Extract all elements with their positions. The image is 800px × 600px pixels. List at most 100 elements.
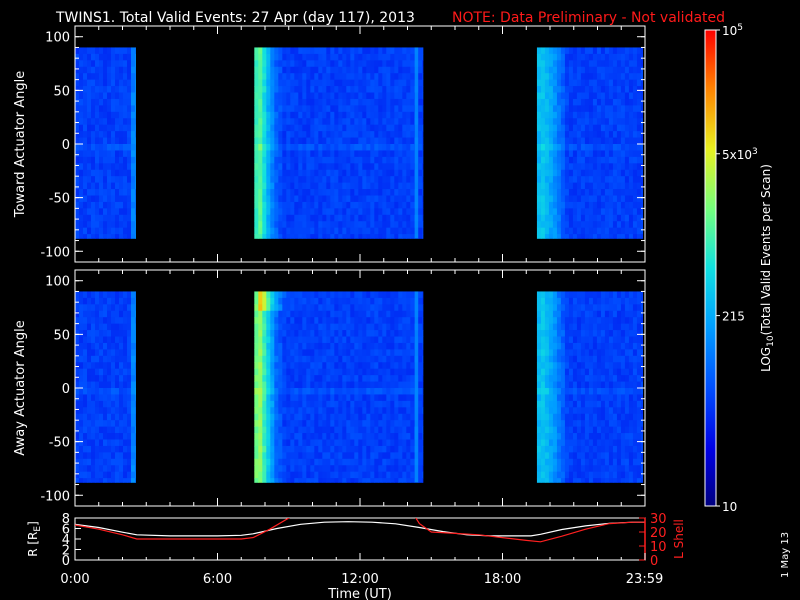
- heatmap-cell: [548, 304, 554, 312]
- heatmap-cell: [111, 400, 116, 408]
- heatmap-cell: [418, 420, 423, 428]
- heatmap-cell: [386, 98, 391, 106]
- heatmap-cell: [536, 336, 542, 344]
- heatmap-cell: [135, 388, 136, 395]
- heatmap-cell: [350, 137, 355, 145]
- heatmap-cell: [382, 86, 387, 93]
- heatmap-cell: [568, 176, 574, 184]
- heatmap-cell: [390, 291, 395, 299]
- heatmap-cell: [600, 118, 606, 126]
- heatmap-cell: [131, 201, 136, 209]
- heatmap-cell: [370, 53, 375, 61]
- heatmap-cell: [322, 349, 327, 357]
- heatmap-cell: [398, 291, 403, 299]
- heatmap-cell: [588, 400, 594, 408]
- heatmap-cell: [390, 221, 395, 229]
- heatmap-cell: [99, 79, 104, 87]
- heatmap-cell: [79, 201, 84, 209]
- heatmap-cell: [580, 420, 586, 428]
- heatmap-cell: [418, 426, 423, 434]
- heatmap-cell: [135, 195, 136, 203]
- heatmap-cell: [298, 53, 303, 61]
- heatmap-cell: [616, 214, 622, 222]
- heatmap-cell: [294, 291, 299, 299]
- heatmap-cell: [290, 234, 295, 239]
- heatmap-cell: [390, 111, 395, 119]
- heatmap-cell: [544, 195, 550, 203]
- heatmap-cell: [103, 169, 108, 177]
- heatmap-cell: [131, 124, 136, 132]
- heatmap-cell: [402, 439, 407, 447]
- heatmap-cell: [322, 163, 327, 171]
- heatmap-cell: [306, 214, 311, 222]
- heatmap-cell: [584, 60, 590, 68]
- heatmap-cell: [548, 388, 554, 395]
- heatmap-cell: [366, 478, 371, 483]
- heatmap-cell: [568, 413, 574, 421]
- heatmap-cell: [302, 388, 307, 395]
- heatmap-cell: [576, 310, 582, 318]
- heatmap-cell: [398, 227, 403, 235]
- heatmap-cell: [322, 439, 327, 447]
- heatmap-cell: [91, 201, 96, 209]
- heatmap-cell: [306, 323, 311, 331]
- heatmap-cell: [294, 452, 299, 460]
- heatmap-cell: [354, 144, 359, 151]
- heatmap-cell: [338, 400, 343, 408]
- heatmap-cell: [628, 73, 634, 81]
- heatmap-cell: [588, 388, 594, 395]
- heatmap-cell: [302, 86, 307, 93]
- heatmap-cell: [406, 362, 411, 370]
- heatmap-cell: [628, 234, 634, 239]
- heatmap-cell: [362, 79, 367, 87]
- heatmap-cell: [556, 362, 562, 370]
- heatmap-cell: [548, 452, 554, 460]
- heatmap-cell: [75, 118, 80, 126]
- heatmap-cell: [322, 144, 327, 151]
- heatmap-cell: [616, 156, 622, 164]
- heatmap-cell: [119, 150, 124, 158]
- heatmap-cell: [568, 407, 574, 415]
- heatmap-cell: [632, 169, 638, 177]
- heatmap-cell: [103, 73, 108, 81]
- heatmap-cell: [278, 234, 283, 239]
- heatmap-cell: [346, 195, 351, 203]
- heatmap-cell: [410, 156, 415, 164]
- heatmap-cell: [83, 323, 88, 331]
- heatmap-cell: [548, 176, 554, 184]
- heatmap-cell: [262, 131, 267, 138]
- heatmap-cell: [632, 47, 638, 55]
- heatmap-cell: [103, 105, 108, 113]
- heatmap-cell: [91, 420, 96, 428]
- heatmap-cell: [422, 176, 424, 184]
- heatmap-cell: [79, 407, 84, 415]
- heatmap-cell: [592, 92, 598, 100]
- heatmap-cell: [254, 304, 259, 312]
- heatmap-cell: [298, 381, 303, 389]
- heatmap-cell: [358, 452, 363, 460]
- heatmap-cell: [83, 144, 88, 151]
- heatmap-cell: [580, 310, 586, 318]
- heatmap-cell: [99, 118, 104, 126]
- heatmap-cell: [552, 355, 558, 363]
- heatmap-cell: [560, 342, 566, 350]
- heatmap-cell: [274, 176, 279, 184]
- heatmap-cell: [135, 201, 136, 209]
- heatmap-cell: [406, 53, 411, 61]
- heatmap-cell: [79, 98, 84, 106]
- heatmap-cell: [596, 111, 602, 119]
- heatmap-cell: [294, 169, 299, 177]
- heatmap-cell: [131, 234, 136, 239]
- heatmap-cell: [422, 118, 424, 126]
- heatmap-cell: [418, 330, 423, 337]
- heatmap-cell: [382, 111, 387, 119]
- heatmap-cell: [258, 375, 263, 382]
- heatmap-cell: [576, 73, 582, 81]
- heatmap-cell: [266, 445, 271, 453]
- heatmap-cell: [600, 323, 606, 331]
- heatmap-cell: [382, 433, 387, 440]
- heatmap-cell: [620, 144, 626, 151]
- heatmap-cell: [366, 182, 371, 190]
- heatmap-cell: [286, 349, 291, 357]
- heatmap-cell: [390, 79, 395, 87]
